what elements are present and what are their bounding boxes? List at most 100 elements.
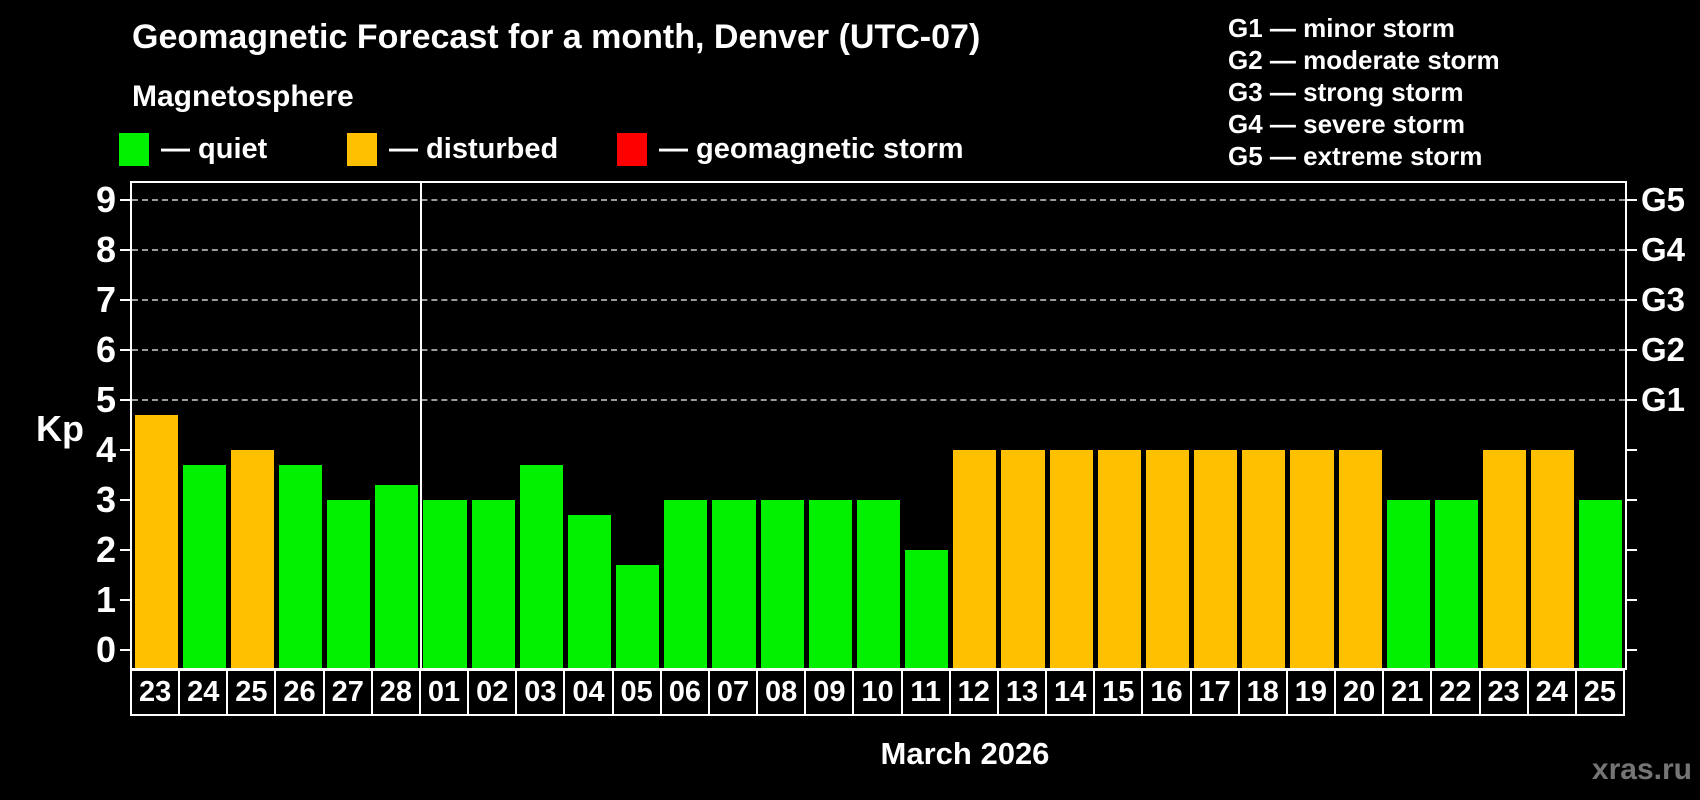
- left-tick-kp-1: [120, 599, 130, 601]
- kp-bar-day-24: [182, 465, 226, 668]
- left-tick-kp-9: [120, 199, 130, 201]
- day-cell-25: 25: [226, 669, 277, 716]
- day-cell-10: 10: [852, 669, 903, 716]
- kp-bar-day-23: [134, 415, 178, 668]
- day-cell-15: 15: [1093, 669, 1144, 716]
- day-cell-24: 24: [178, 669, 229, 716]
- g-legend-line-g1: G1 — minor storm: [1228, 13, 1455, 43]
- day-cell-09: 09: [804, 669, 855, 716]
- left-tick-kp-8: [120, 249, 130, 251]
- kp-bar-day-25: [230, 450, 274, 668]
- day-cell-28: 28: [370, 669, 421, 716]
- day-cell-01: 01: [418, 669, 470, 716]
- right-axis-label-g4: G4: [1641, 231, 1686, 268]
- gridline-kp-7: [132, 299, 1625, 301]
- gridline-kp-6: [132, 349, 1625, 351]
- y-axis-title: Kp: [36, 408, 84, 449]
- day-cell-20: 20: [1334, 669, 1385, 716]
- legend-label: — geomagnetic storm: [659, 133, 964, 165]
- kp-bar-day-24: [1531, 450, 1575, 668]
- day-cell-12: 12: [948, 669, 999, 716]
- kp-bar-day-11: [905, 550, 949, 668]
- kp-bar-day-22: [1434, 500, 1478, 668]
- day-cell-11: 11: [900, 669, 951, 716]
- kp-bar-day-25: [1579, 500, 1623, 668]
- left-tick-kp-3: [120, 499, 130, 501]
- day-cell-05: 05: [611, 669, 662, 716]
- y-tick-label-9: 9: [95, 179, 116, 220]
- day-cell-19: 19: [1285, 669, 1337, 716]
- y-tick-label-4: 4: [95, 429, 116, 470]
- day-cell-06: 06: [659, 669, 710, 716]
- gridline-kp-9: [132, 199, 1625, 201]
- kp-bar-day-06: [664, 500, 708, 668]
- plot-area: [120, 181, 1637, 670]
- kp-bar-day-07: [712, 500, 756, 668]
- left-tick-kp-4: [120, 449, 130, 451]
- gridline-kp-8: [132, 249, 1625, 251]
- left-tick-kp-7: [120, 299, 130, 301]
- kp-bar-day-20: [1338, 450, 1382, 668]
- left-tick-kp-6: [120, 349, 130, 351]
- right-tick-kp-7: [1627, 299, 1637, 301]
- month-divider-line: [419, 183, 422, 668]
- legend-label: — quiet: [161, 133, 268, 165]
- x-axis-title: March 2026: [880, 736, 1050, 771]
- day-cell-02: 02: [467, 669, 518, 716]
- day-cell-14: 14: [1045, 669, 1096, 716]
- g-legend-line-g2: G2 — moderate storm: [1228, 45, 1500, 75]
- kp-bar-day-17: [1194, 450, 1238, 668]
- right-tick-kp-6: [1627, 349, 1637, 351]
- kp-bar-day-19: [1290, 450, 1334, 668]
- right-tick-kp-0: [1627, 649, 1637, 651]
- day-cell-18: 18: [1237, 669, 1288, 716]
- right-tick-kp-8: [1627, 249, 1637, 251]
- day-cell-22: 22: [1430, 669, 1481, 716]
- y-tick-label-8: 8: [95, 229, 116, 270]
- kp-bar-day-15: [1097, 450, 1141, 668]
- g-legend-line-g4: G4 — severe storm: [1228, 109, 1466, 139]
- left-tick-kp-5: [120, 399, 130, 401]
- day-cell-24: 24: [1526, 669, 1577, 716]
- legend-swatch-geomagnetic-storm: [617, 133, 647, 166]
- day-cell-21: 21: [1382, 669, 1433, 716]
- day-cell-16: 16: [1141, 669, 1192, 716]
- kp-bar-day-05: [616, 565, 660, 668]
- y-tick-label-5: 5: [95, 379, 116, 420]
- y-tick-label-3: 3: [95, 479, 116, 520]
- kp-bar-day-03: [519, 465, 563, 668]
- gridline-kp-5: [132, 399, 1625, 401]
- right-tick-kp-4: [1627, 449, 1637, 451]
- y-tick-label-6: 6: [95, 329, 116, 370]
- kp-bar-day-18: [1242, 450, 1286, 668]
- legend-label: — disturbed: [389, 133, 559, 165]
- kp-bar-day-12: [953, 450, 997, 668]
- right-axis-label-g5: G5: [1641, 181, 1686, 218]
- chart-title: Geomagnetic Forecast for a month, Denver…: [132, 18, 981, 56]
- right-axis-label-g2: G2: [1641, 331, 1686, 368]
- day-cell-25: 25: [1574, 669, 1625, 716]
- day-cell-04: 04: [563, 669, 614, 716]
- kp-bar-day-27: [327, 500, 371, 668]
- y-tick-label-0: 0: [95, 629, 116, 670]
- left-tick-kp-0: [120, 649, 130, 651]
- day-cell-23: 23: [1478, 669, 1529, 716]
- kp-bar-day-28: [375, 485, 419, 668]
- day-cell-13: 13: [996, 669, 1048, 716]
- right-tick-kp-2: [1627, 549, 1637, 551]
- y-tick-label-1: 1: [95, 579, 116, 620]
- day-cell-27: 27: [322, 669, 373, 716]
- kp-bar-day-13: [1001, 450, 1045, 668]
- day-cell-23: 23: [130, 669, 181, 716]
- right-tick-kp-9: [1627, 199, 1637, 201]
- day-cell-17: 17: [1189, 669, 1240, 716]
- g-legend-line-g3: G3 — strong storm: [1228, 77, 1464, 107]
- x-axis-day-labels: 23 24 25 26 27 28 01 02 03 04 05 06 07 08 09 10 11 12 13 14…: [130, 669, 1627, 716]
- kp-bar-day-02: [471, 500, 515, 668]
- y-tick-label-2: 2: [95, 529, 116, 570]
- kp-bar-day-01: [423, 500, 467, 668]
- right-tick-kp-5: [1627, 399, 1637, 401]
- watermark: xras.ru: [1591, 753, 1692, 786]
- kp-bar-day-04: [567, 515, 612, 668]
